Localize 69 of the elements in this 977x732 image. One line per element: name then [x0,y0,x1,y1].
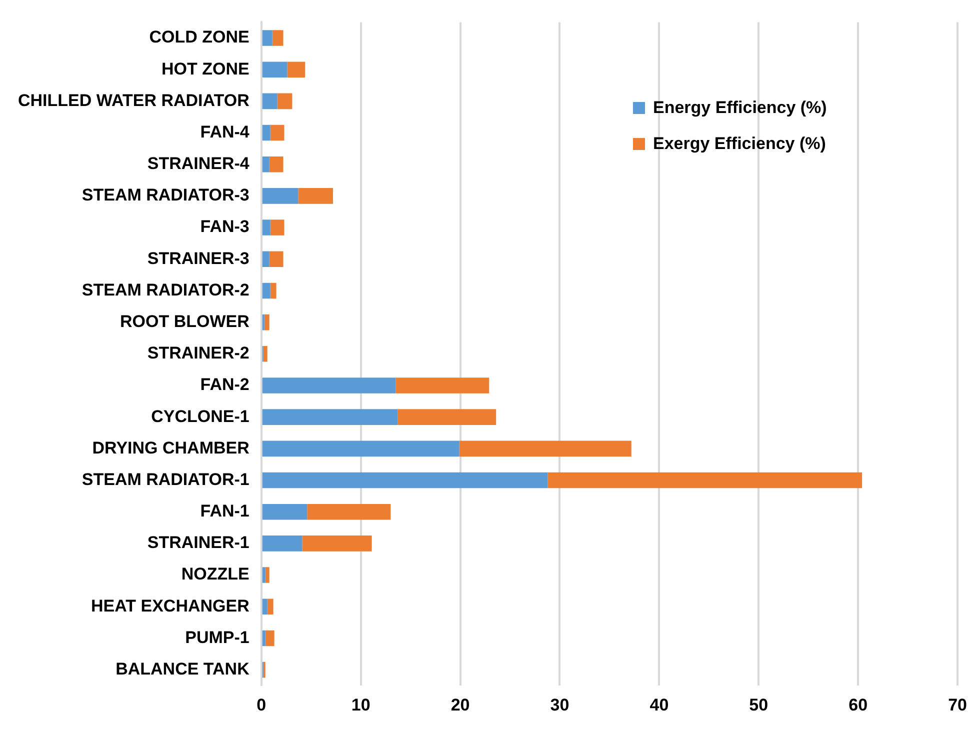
y-tick-label: CYCLONE-1 [151,406,250,426]
bar [262,409,398,425]
y-tick-label: HOT ZONE [162,59,250,78]
y-tick-label: STRAINER-3 [147,248,250,268]
x-tick-label: 10 [351,695,370,714]
bar [298,188,333,204]
x-tick-label: 30 [550,695,570,714]
bar [264,314,270,330]
bar [262,220,270,236]
bar [262,156,270,172]
bar [459,440,632,457]
y-tick-label: HEAT EXCHANGER [91,596,250,616]
bar [548,472,862,488]
y-tick-label: BALANCE TANK [116,659,250,678]
bar [269,251,284,268]
bar [398,409,496,425]
x-tick-label: 0 [256,695,266,714]
bar [262,62,288,78]
bar [277,93,292,110]
y-tick-label: STEAM RADIATOR-1 [82,470,250,489]
x-tick-label: 70 [948,695,968,714]
bar [262,598,268,615]
y-tick-label: COLD ZONE [149,28,250,47]
bar [262,378,396,394]
x-tick-label: 40 [650,695,669,714]
y-tick-label: STRAINER-1 [147,533,250,552]
y-tick-label: ROOT BLOWER [120,312,250,331]
bar [302,536,372,552]
bar [307,504,391,520]
y-tick-label: FAN-2 [200,375,250,394]
bar [272,30,284,46]
bar [263,346,268,362]
bar [262,472,548,488]
legend-label: Exergy Efficiency (%) [653,134,826,154]
bar [270,282,276,299]
bar [262,440,460,457]
bar [287,62,306,78]
bar [262,536,302,552]
x-tick-label: 50 [749,695,768,714]
bar [262,630,266,646]
bar [265,567,270,583]
y-tick-label: FAN-3 [200,217,250,236]
bar [270,124,284,141]
y-tick-label: FAN-4 [200,122,250,142]
y-tick-label: PUMP-1 [185,628,250,647]
bar [262,567,266,583]
legend-label: Energy Efficiency (%) [653,98,827,118]
bar [262,188,298,204]
bar [269,156,284,172]
y-tick-label: STRAINER-2 [147,344,250,363]
bar [262,124,270,141]
bar [262,251,270,268]
x-tick-label: 20 [450,695,470,714]
x-tick-label: 60 [848,695,868,714]
bar [262,504,308,520]
y-tick-label: STEAM RADIATOR-2 [82,280,250,300]
bar [265,630,274,646]
bar [396,378,490,394]
y-tick-label: FAN-1 [200,502,250,521]
y-tick-label: DRYING CHAMBER [92,438,250,458]
bar [262,282,270,299]
y-tick-label: NOZZLE [181,564,250,584]
y-tick-label: STRAINER-4 [147,154,250,174]
bar [262,93,278,110]
y-tick-label: CHILLED WATER RADIATOR [18,90,250,110]
bar [267,598,274,615]
bar [270,220,284,236]
bar [262,30,272,46]
y-tick-label: STEAM RADIATOR-3 [82,186,250,205]
